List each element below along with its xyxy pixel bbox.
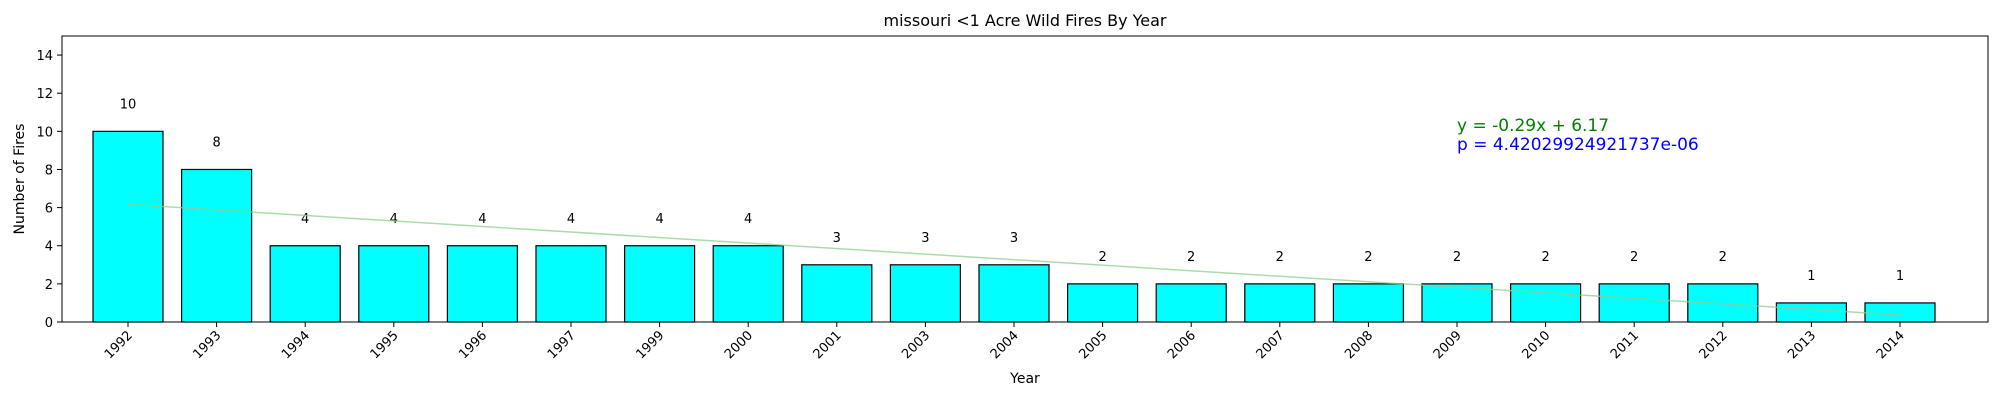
bar-value-label: 4 — [567, 212, 575, 227]
y-tick-label: 6 — [45, 202, 53, 217]
bar — [1244, 283, 1316, 323]
bar-value-label: 2 — [1630, 250, 1638, 265]
bar — [446, 245, 518, 323]
bar — [623, 245, 696, 323]
x-tick-label: 1999 — [633, 328, 667, 362]
x-tick-label: 2001 — [811, 328, 845, 362]
x-tick-label: 1997 — [545, 328, 579, 362]
bar-value-label: 4 — [744, 212, 752, 227]
bar-value-label: 2 — [1719, 250, 1727, 265]
trend-line — [127, 203, 1901, 316]
y-tick-label: 0 — [45, 316, 53, 331]
x-tick-label: 1996 — [456, 328, 490, 362]
x-tick-label: 1993 — [190, 328, 224, 362]
x-tick-label: 1995 — [368, 328, 402, 362]
bar — [889, 264, 962, 323]
x-tick-label: 2013 — [1785, 328, 1819, 362]
bar — [1598, 283, 1670, 323]
y-axis-label: Number of Fires — [12, 124, 28, 235]
y-tick-label: 2 — [45, 278, 53, 293]
bar-value-labels: 10 8 4 4 4 4 4 4 3 3 3 2 2 2 2 2 2 2 2 1 1 — [120, 97, 1904, 284]
x-tick-label: 1992 — [102, 328, 136, 362]
x-tick-label: 2004 — [988, 328, 1022, 362]
bar-value-label: 10 — [120, 97, 137, 112]
bar-value-label: 3 — [921, 231, 929, 246]
bar-value-label: 2 — [1364, 250, 1372, 265]
trend-p-value: p = 4.42029924921737e-06 — [1457, 135, 1699, 155]
plot-frame — [61, 35, 1989, 323]
y-axis: 0 2 4 6 8 10 12 14 — [36, 49, 62, 331]
y-tick-label: 14 — [36, 49, 53, 64]
bar-value-label: 4 — [655, 212, 663, 227]
x-tick-label: 2012 — [1697, 328, 1731, 362]
bar-value-label: 2 — [1453, 250, 1461, 265]
x-tick-label: 2006 — [1165, 328, 1199, 362]
bar — [1509, 283, 1582, 323]
x-tick-label: 2000 — [722, 328, 756, 362]
bar — [358, 245, 430, 323]
x-tick-label: 2010 — [1519, 328, 1553, 362]
bar-value-label: 8 — [212, 136, 220, 151]
y-tick-label: 10 — [36, 125, 53, 140]
bar — [1864, 302, 1936, 323]
y-tick-label: 8 — [45, 163, 53, 178]
bars — [92, 130, 1936, 323]
bar — [1066, 283, 1139, 323]
y-tick-label: 12 — [36, 87, 53, 102]
chart-title: missouri <1 Acre Wild Fires By Year — [883, 11, 1166, 30]
bar-value-label: 3 — [1010, 231, 1018, 246]
bar — [269, 245, 341, 323]
x-tick-label: 2011 — [1608, 328, 1642, 362]
x-tick-label: 2014 — [1874, 328, 1908, 362]
bar-value-label: 2 — [1187, 250, 1195, 265]
bar — [1155, 283, 1227, 323]
x-tick-label: 2005 — [1076, 328, 1110, 362]
bar-value-label: 3 — [833, 231, 841, 246]
bar — [181, 168, 253, 323]
bar — [978, 264, 1050, 323]
bar-value-label: 2 — [1276, 250, 1284, 265]
y-tick-label: 4 — [45, 240, 53, 255]
x-tick-label: 2007 — [1254, 328, 1288, 362]
x-axis: 1992 1993 1994 1995 1996 1997 1999 2000 2001 2003… — [102, 322, 1908, 362]
bar — [92, 130, 164, 323]
x-axis-label: Year — [1009, 371, 1040, 387]
bar — [712, 245, 784, 323]
x-tick-label: 2008 — [1342, 328, 1376, 362]
bar-value-label: 1 — [1896, 269, 1904, 284]
bar-value-label: 2 — [1098, 250, 1106, 265]
bar — [1421, 283, 1493, 323]
bar — [1332, 283, 1405, 323]
bar-value-label: 4 — [301, 212, 309, 227]
bar — [801, 264, 873, 323]
bar — [1775, 302, 1848, 323]
bar-value-label: 4 — [390, 212, 398, 227]
bar-value-label: 4 — [478, 212, 486, 227]
bar-value-label: 1 — [1807, 269, 1815, 284]
bar — [535, 245, 607, 323]
bar-value-label: 2 — [1541, 250, 1549, 265]
x-tick-label: 2003 — [899, 328, 933, 362]
x-tick-label: 2009 — [1431, 328, 1465, 362]
trend-equation: y = -0.29x + 6.17 — [1457, 116, 1609, 136]
x-tick-label: 1994 — [279, 328, 313, 362]
